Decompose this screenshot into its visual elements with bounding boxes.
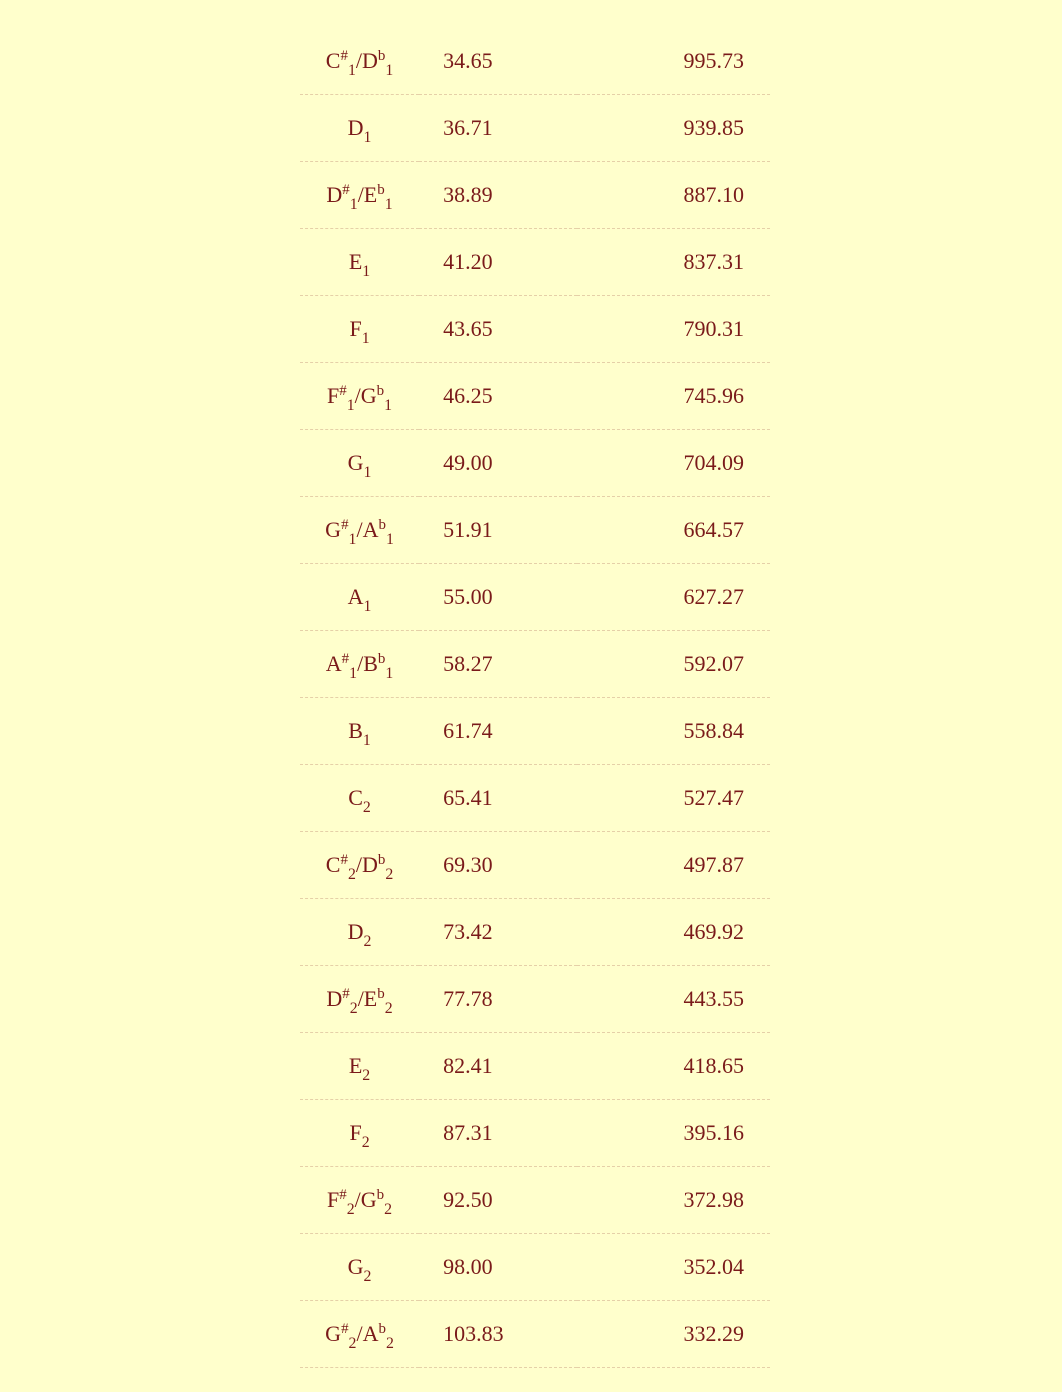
wavelength-cell: 790.31 <box>577 296 770 363</box>
note-cell: C2 <box>300 765 419 832</box>
frequency-cell: 49.00 <box>419 430 577 497</box>
note-cell: D1 <box>300 95 419 162</box>
table-row: G#1/Ab151.91664.57 <box>300 497 770 564</box>
note-cell: G#1/Ab1 <box>300 497 419 564</box>
note-cell: E1 <box>300 229 419 296</box>
frequency-cell: 55.00 <box>419 564 577 631</box>
note-cell: C#1/Db1 <box>300 28 419 95</box>
table-row: G149.00704.09 <box>300 430 770 497</box>
frequency-cell: 65.41 <box>419 765 577 832</box>
table-row: D#1/Eb138.89887.10 <box>300 162 770 229</box>
frequency-cell: 73.42 <box>419 899 577 966</box>
frequency-cell: 98.00 <box>419 1234 577 1301</box>
note-cell: D#2/Eb2 <box>300 966 419 1033</box>
table-row: B161.74558.84 <box>300 698 770 765</box>
note-cell: F#2/Gb2 <box>300 1167 419 1234</box>
table-row: A#1/Bb158.27592.07 <box>300 631 770 698</box>
frequency-table: C#1/Db134.65995.73D136.71939.85D#1/Eb138… <box>300 28 770 1368</box>
table-row: F#1/Gb146.25745.96 <box>300 363 770 430</box>
note-cell: E2 <box>300 1033 419 1100</box>
frequency-cell: 38.89 <box>419 162 577 229</box>
table-row: C265.41527.47 <box>300 765 770 832</box>
note-cell: G2 <box>300 1234 419 1301</box>
frequency-cell: 41.20 <box>419 229 577 296</box>
table-row: D273.42469.92 <box>300 899 770 966</box>
wavelength-cell: 469.92 <box>577 899 770 966</box>
table-row: F143.65790.31 <box>300 296 770 363</box>
note-cell: A1 <box>300 564 419 631</box>
wavelength-cell: 372.98 <box>577 1167 770 1234</box>
frequency-cell: 69.30 <box>419 832 577 899</box>
wavelength-cell: 664.57 <box>577 497 770 564</box>
table-row: F287.31395.16 <box>300 1100 770 1167</box>
wavelength-cell: 837.31 <box>577 229 770 296</box>
table-row: G298.00352.04 <box>300 1234 770 1301</box>
table-row: C#2/Db269.30497.87 <box>300 832 770 899</box>
wavelength-cell: 592.07 <box>577 631 770 698</box>
table-row: E282.41418.65 <box>300 1033 770 1100</box>
note-cell: D2 <box>300 899 419 966</box>
note-cell: G1 <box>300 430 419 497</box>
wavelength-cell: 527.47 <box>577 765 770 832</box>
wavelength-cell: 939.85 <box>577 95 770 162</box>
note-cell: F#1/Gb1 <box>300 363 419 430</box>
note-cell: C#2/Db2 <box>300 832 419 899</box>
wavelength-cell: 352.04 <box>577 1234 770 1301</box>
wavelength-cell: 887.10 <box>577 162 770 229</box>
wavelength-cell: 332.29 <box>577 1301 770 1368</box>
note-cell: D#1/Eb1 <box>300 162 419 229</box>
frequency-cell: 77.78 <box>419 966 577 1033</box>
wavelength-cell: 395.16 <box>577 1100 770 1167</box>
frequency-cell: 103.83 <box>419 1301 577 1368</box>
page: C#1/Db134.65995.73D136.71939.85D#1/Eb138… <box>0 0 1062 1392</box>
wavelength-cell: 558.84 <box>577 698 770 765</box>
frequency-cell: 46.25 <box>419 363 577 430</box>
wavelength-cell: 497.87 <box>577 832 770 899</box>
note-cell: F2 <box>300 1100 419 1167</box>
frequency-cell: 87.31 <box>419 1100 577 1167</box>
frequency-table-body: C#1/Db134.65995.73D136.71939.85D#1/Eb138… <box>300 28 770 1368</box>
note-cell: G#2/Ab2 <box>300 1301 419 1368</box>
frequency-cell: 58.27 <box>419 631 577 698</box>
wavelength-cell: 745.96 <box>577 363 770 430</box>
note-cell: B1 <box>300 698 419 765</box>
wavelength-cell: 995.73 <box>577 28 770 95</box>
table-row: D#2/Eb277.78443.55 <box>300 966 770 1033</box>
table-row: G#2/Ab2103.83332.29 <box>300 1301 770 1368</box>
note-cell: F1 <box>300 296 419 363</box>
frequency-cell: 82.41 <box>419 1033 577 1100</box>
wavelength-cell: 704.09 <box>577 430 770 497</box>
frequency-cell: 61.74 <box>419 698 577 765</box>
table-row: D136.71939.85 <box>300 95 770 162</box>
note-cell: A#1/Bb1 <box>300 631 419 698</box>
frequency-cell: 92.50 <box>419 1167 577 1234</box>
table-row: A155.00627.27 <box>300 564 770 631</box>
wavelength-cell: 418.65 <box>577 1033 770 1100</box>
table-row: E141.20837.31 <box>300 229 770 296</box>
frequency-cell: 43.65 <box>419 296 577 363</box>
frequency-cell: 34.65 <box>419 28 577 95</box>
table-row: F#2/Gb292.50372.98 <box>300 1167 770 1234</box>
frequency-cell: 36.71 <box>419 95 577 162</box>
wavelength-cell: 627.27 <box>577 564 770 631</box>
wavelength-cell: 443.55 <box>577 966 770 1033</box>
frequency-cell: 51.91 <box>419 497 577 564</box>
table-row: C#1/Db134.65995.73 <box>300 28 770 95</box>
